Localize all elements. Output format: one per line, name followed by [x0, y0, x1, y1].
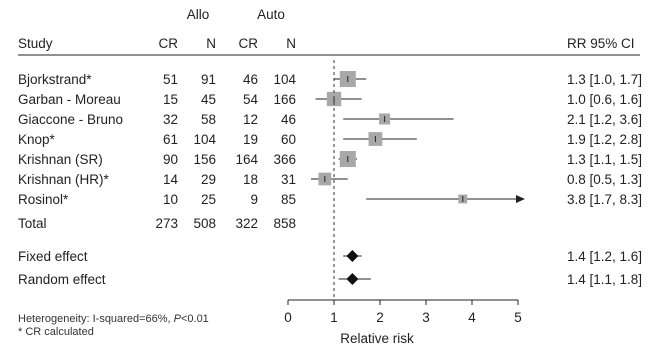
- x-tick-label: 4: [468, 310, 476, 325]
- study-name: Giaccone - Bruno: [18, 112, 123, 127]
- allo-cr-value: 15: [163, 92, 178, 107]
- auto-cr-value: 9: [250, 192, 258, 207]
- heterogeneity-p-value: <0.01: [181, 313, 209, 325]
- rr-ci-label: 1.3 [1.1, 1.5]: [567, 152, 642, 167]
- allo-n-value: 58: [201, 112, 216, 127]
- allo-n-value: 25: [201, 192, 216, 207]
- rr-ci-label: 3.8 [1.7, 8.3]: [567, 192, 642, 207]
- study-name: Krishnan (SR): [18, 152, 103, 167]
- ci-arrow: [516, 195, 525, 203]
- study-name: Krishnan (HR)*: [18, 172, 110, 187]
- total-auto-cr: 322: [235, 216, 258, 231]
- rr-ci-label: 0.8 [0.5, 1.3]: [567, 172, 642, 187]
- total-allo-n: 508: [193, 216, 216, 231]
- summary-diamond: [346, 273, 359, 285]
- auto-n-value: 85: [281, 192, 296, 207]
- summary-rr-ci-label: 1.4 [1.2, 1.6]: [567, 249, 642, 264]
- header-auto-cr: CR: [239, 36, 259, 51]
- header-auto: Auto: [257, 7, 285, 22]
- study-name: Garban - Moreau: [18, 92, 121, 107]
- total-auto-n: 858: [273, 216, 296, 231]
- auto-n-value: 166: [273, 92, 296, 107]
- header-allo: Allo: [187, 7, 210, 22]
- x-tick-label: 0: [284, 310, 292, 325]
- allo-cr-value: 32: [163, 112, 178, 127]
- auto-n-value: 46: [281, 112, 296, 127]
- header-allo-cr: CR: [159, 36, 179, 51]
- summary-rr-ci-label: 1.4 [1.1, 1.8]: [567, 272, 642, 287]
- auto-cr-value: 12: [243, 112, 258, 127]
- allo-n-value: 156: [193, 152, 216, 167]
- allo-cr-value: 90: [163, 152, 178, 167]
- forest-rows: Bjorkstrand* 51 91 46 104 1.3 [1.0, 1.7] Garba…: [18, 72, 642, 287]
- summary-name: Fixed effect: [18, 249, 88, 264]
- allo-n-value: 91: [201, 72, 216, 87]
- total-allo-cr: 273: [155, 216, 178, 231]
- auto-cr-value: 18: [243, 172, 258, 187]
- auto-cr-value: 19: [243, 132, 258, 147]
- heterogeneity-note: Heterogeneity: I-squared=66%, P<0.01: [18, 313, 209, 325]
- x-tick-label: 2: [376, 310, 384, 325]
- x-tick-label: 1: [330, 310, 338, 325]
- auto-n-value: 60: [281, 132, 296, 147]
- summary-diamond: [346, 250, 359, 262]
- allo-n-value: 45: [201, 92, 216, 107]
- allo-n-value: 104: [193, 132, 216, 147]
- forest-plot-area: 0 1 2 3 4 5: [284, 60, 525, 325]
- rr-ci-label: 2.1 [1.2, 3.6]: [567, 112, 642, 127]
- summary-name: Random effect: [18, 272, 106, 287]
- allo-cr-value: 14: [163, 172, 179, 187]
- auto-cr-value: 46: [243, 72, 258, 87]
- allo-cr-value: 10: [163, 192, 178, 207]
- x-tick-label: 5: [514, 310, 522, 325]
- heterogeneity-prefix: Heterogeneity: I-squared=66%,: [18, 313, 174, 325]
- total-label: Total: [18, 216, 47, 231]
- auto-n-value: 104: [273, 72, 296, 87]
- auto-cr-value: 164: [235, 152, 258, 167]
- auto-cr-value: 54: [243, 92, 259, 107]
- x-tick-label: 3: [422, 310, 430, 325]
- cr-footnote: * CR calculated: [18, 326, 94, 338]
- header-study: Study: [18, 36, 53, 51]
- study-name: Knop*: [18, 132, 56, 147]
- header-rr-ci: RR 95% CI: [567, 36, 635, 51]
- study-name: Rosinol*: [18, 192, 69, 207]
- study-name: Bjorkstrand*: [18, 72, 92, 87]
- allo-cr-value: 51: [163, 72, 178, 87]
- rr-ci-label: 1.0 [0.6, 1.6]: [567, 92, 642, 107]
- x-axis-label: Relative risk: [340, 331, 414, 346]
- rr-ci-label: 1.3 [1.0, 1.7]: [567, 72, 642, 87]
- header-allo-n: N: [206, 36, 216, 51]
- header-auto-n: N: [286, 36, 296, 51]
- auto-n-value: 366: [273, 152, 296, 167]
- rr-ci-label: 1.9 [1.2, 2.8]: [567, 132, 642, 147]
- heterogeneity-p-symbol: P: [174, 313, 182, 325]
- allo-n-value: 29: [201, 172, 216, 187]
- allo-cr-value: 61: [163, 132, 178, 147]
- auto-n-value: 31: [281, 172, 296, 187]
